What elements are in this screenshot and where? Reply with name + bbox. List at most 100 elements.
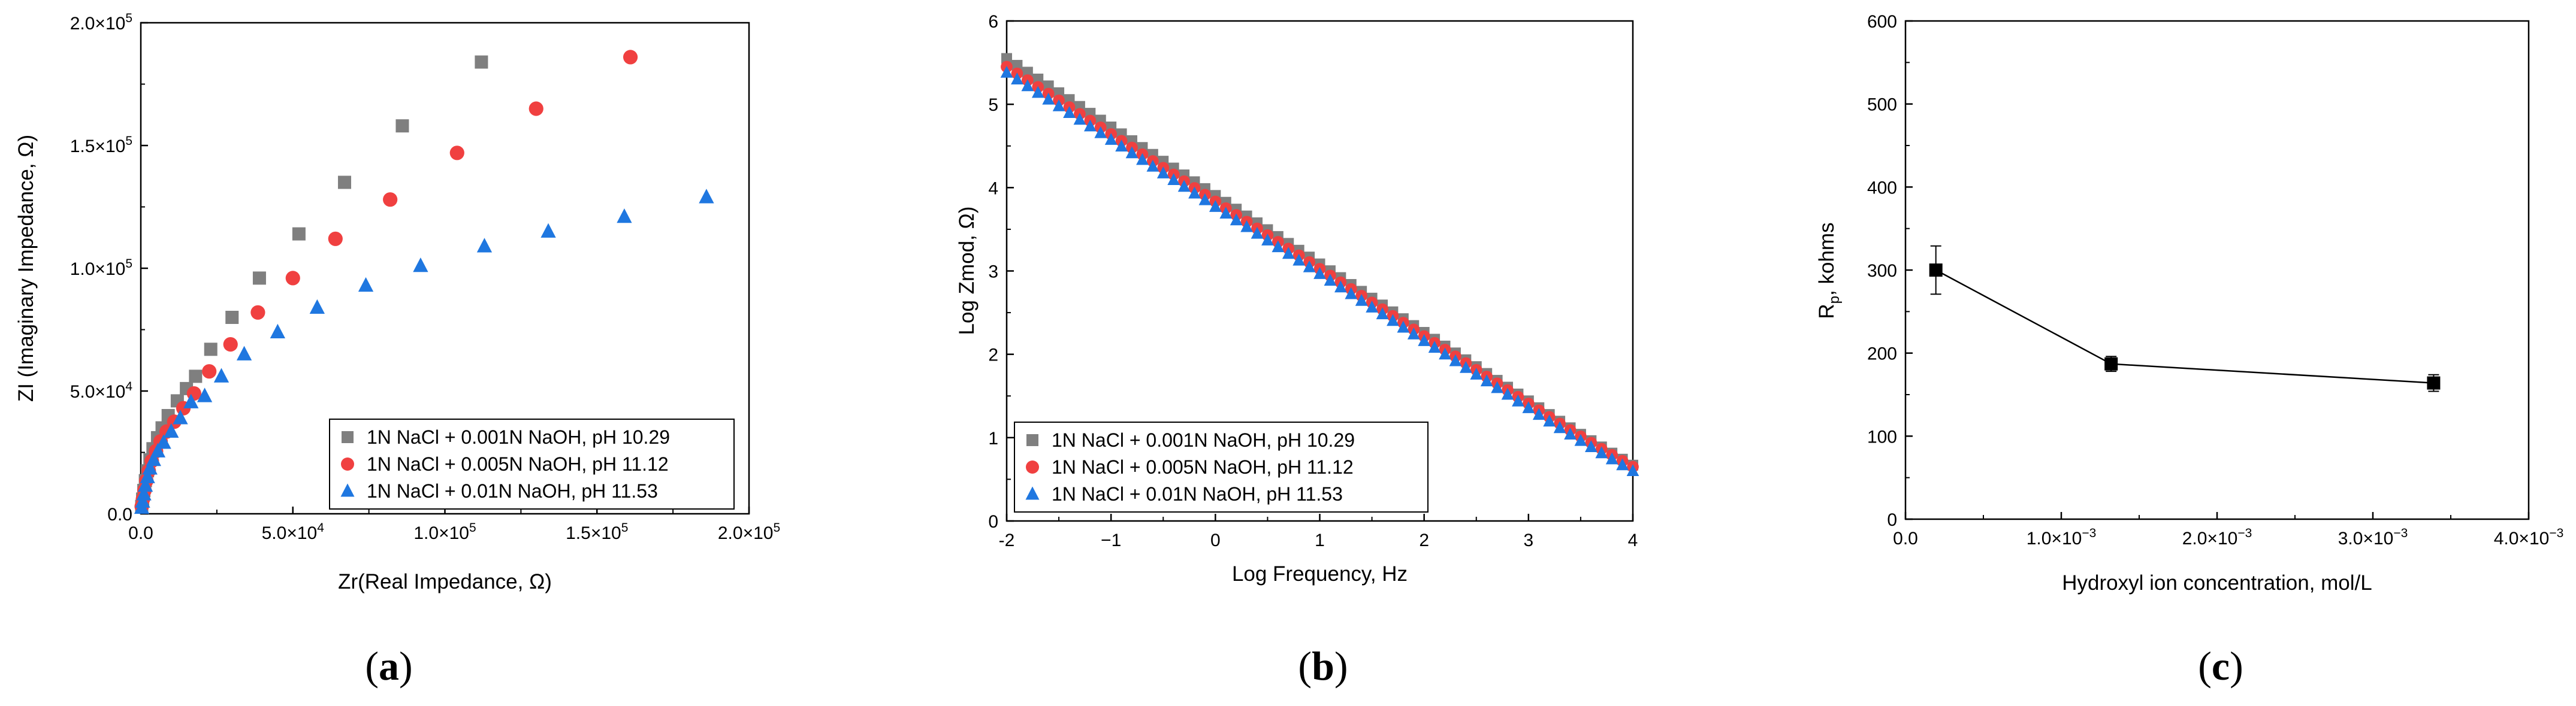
data-point-series-3 — [1564, 428, 1577, 440]
legend-entry: 1N NaCl + 0.005N NaOH, pH 11.12 — [341, 453, 669, 475]
data-point-series-3 — [1418, 334, 1431, 346]
data-point-series-1 — [395, 119, 409, 133]
data-point-series-3 — [358, 277, 374, 292]
data-point-series-2 — [328, 231, 343, 246]
legend-marker — [342, 431, 354, 443]
data-point-series-3 — [1219, 207, 1233, 219]
x-tick-label: -2 — [999, 531, 1015, 550]
data-point — [1929, 263, 1943, 277]
x-tick-label: 0.0 — [128, 523, 153, 543]
data-point-series-3 — [173, 410, 188, 425]
data-point-series-3 — [1334, 280, 1347, 293]
data-point-series-2 — [623, 50, 638, 65]
data-point-series-3 — [1595, 446, 1608, 459]
data-point-series-3 — [1198, 193, 1212, 205]
y-tick-label: 300 — [1867, 261, 1897, 281]
data-point-series-3 — [164, 423, 179, 438]
data-point-series-2 — [223, 337, 238, 352]
data-point-series-3 — [1459, 360, 1472, 373]
x-tick-label: 3.0×10−3 — [2338, 526, 2408, 549]
chart-panel-c: 0.0 1.0×10−3 2.0×10−3 3.0×10−3 4.0×10−3 0 100 2… — [1815, 12, 2563, 689]
data-point-series-2 — [202, 364, 217, 379]
legend-label: 1N NaCl + 0.01N NaOH, pH 11.53 — [1052, 483, 1343, 505]
legend-marker — [1026, 434, 1038, 446]
data-point-series-3 — [1167, 173, 1180, 186]
y-tick-label: 100 — [1867, 427, 1897, 447]
data-point-series-3 — [137, 477, 153, 492]
data-point-series-3 — [183, 393, 199, 408]
data-point-series-3 — [1616, 458, 1629, 471]
y-axis-label-rest: , kohms — [1815, 222, 1838, 296]
data-point-series-3 — [1574, 434, 1587, 446]
data-point-series-3 — [197, 387, 213, 402]
panel-label: (a) — [365, 643, 412, 689]
legend-entry: 1N NaCl + 0.001N NaOH, pH 10.29 — [1026, 429, 1355, 451]
data-point-series-3 — [1512, 394, 1524, 407]
y-tick-label: 1.0×105 — [70, 257, 132, 279]
data-point-series-1 — [204, 343, 218, 356]
data-point-series-1 — [1011, 60, 1023, 71]
data-point-series-2 — [529, 101, 543, 116]
data-point-series-3 — [1397, 320, 1410, 333]
data-point-series-3 — [1188, 186, 1201, 199]
data-point-series-2 — [383, 192, 398, 207]
y-tick-label: 400 — [1867, 178, 1897, 198]
data-point-series-3 — [1146, 159, 1159, 172]
data-point-series-3 — [1501, 387, 1514, 400]
data-point-series-3 — [1094, 126, 1107, 138]
data-point-series-3 — [1261, 234, 1274, 246]
x-tick-label: −1 — [1101, 531, 1121, 550]
x-axis-label: Zr(Real Impedance, Ω) — [338, 570, 552, 593]
y-tick-label: 200 — [1867, 344, 1897, 364]
data-point-series-3 — [1000, 65, 1013, 78]
x-tick-label: 4 — [1628, 531, 1638, 550]
y-tick-label: 0.0 — [107, 505, 132, 525]
data-point-series-3 — [142, 460, 158, 475]
y-axis-label: ZI (Imaginary Impedance, Ω) — [14, 135, 38, 402]
data-point-series-3 — [1136, 153, 1149, 165]
data-point-series-2 — [250, 305, 265, 320]
y-tick-label: 1.5×105 — [70, 134, 132, 156]
data-point-series-3 — [1480, 374, 1493, 387]
x-tick-label: 0 — [1210, 531, 1221, 550]
data-point-series-3 — [1104, 132, 1118, 145]
legend-label: 1N NaCl + 0.01N NaOH, pH 11.53 — [367, 480, 658, 502]
data-point-series-3 — [1543, 414, 1556, 427]
chart-panel-a: 0.0 5.0×104 1.0×105 1.5×105 2.0×105 0.0 5.0×10… — [14, 11, 780, 689]
y-tick-label: 5.0×104 — [70, 380, 133, 402]
data-point-series-3 — [1303, 260, 1316, 272]
data-point-series-3 — [156, 434, 171, 449]
data-point-series-2 — [449, 146, 464, 160]
data-point-series-3 — [699, 189, 714, 204]
y-tick-label: 600 — [1867, 12, 1897, 32]
data-point-series-3 — [136, 486, 152, 501]
y-tick-label: 1 — [988, 429, 998, 449]
y-tick-label: 500 — [1867, 95, 1897, 115]
data-point-series-3 — [476, 238, 493, 253]
x-tick-label: 4.0×10−3 — [2494, 526, 2564, 549]
legend: 1N NaCl + 0.001N NaOH, pH 10.29 1N NaCl +… — [1014, 422, 1429, 513]
data-point-series-3 — [236, 346, 252, 360]
data-point-series-3 — [617, 208, 632, 223]
data-point-series-3 — [1031, 86, 1044, 98]
data-point-series-3 — [1345, 287, 1358, 299]
y-axis-label: Log Zmod, Ω) — [955, 207, 979, 335]
y-tick-label: 2.0×105 — [70, 11, 132, 34]
data-point-series-3 — [1156, 166, 1170, 178]
data-point-series-3 — [140, 468, 155, 483]
legend-entry: 1N NaCl + 0.01N NaOH, pH 11.53 — [1025, 483, 1343, 505]
x-tick-label: 2.0×105 — [718, 521, 780, 543]
x-tick-label: 1.5×105 — [566, 521, 628, 543]
y-tick-label: 3 — [988, 262, 998, 282]
x-tick-label: 2 — [1419, 531, 1429, 550]
data-point-series-3 — [1449, 354, 1462, 366]
data-point-series-3 — [1011, 72, 1023, 84]
data-point-series-3 — [1042, 92, 1055, 105]
data-point-series-1 — [1022, 66, 1033, 78]
x-tick-label: 1 — [1315, 531, 1325, 550]
data-point-series-1 — [252, 271, 266, 285]
y-tick-label: 5 — [988, 95, 998, 115]
legend-entry: 1N NaCl + 0.001N NaOH, pH 10.29 — [342, 426, 670, 448]
data-point-series-3 — [1083, 119, 1097, 132]
